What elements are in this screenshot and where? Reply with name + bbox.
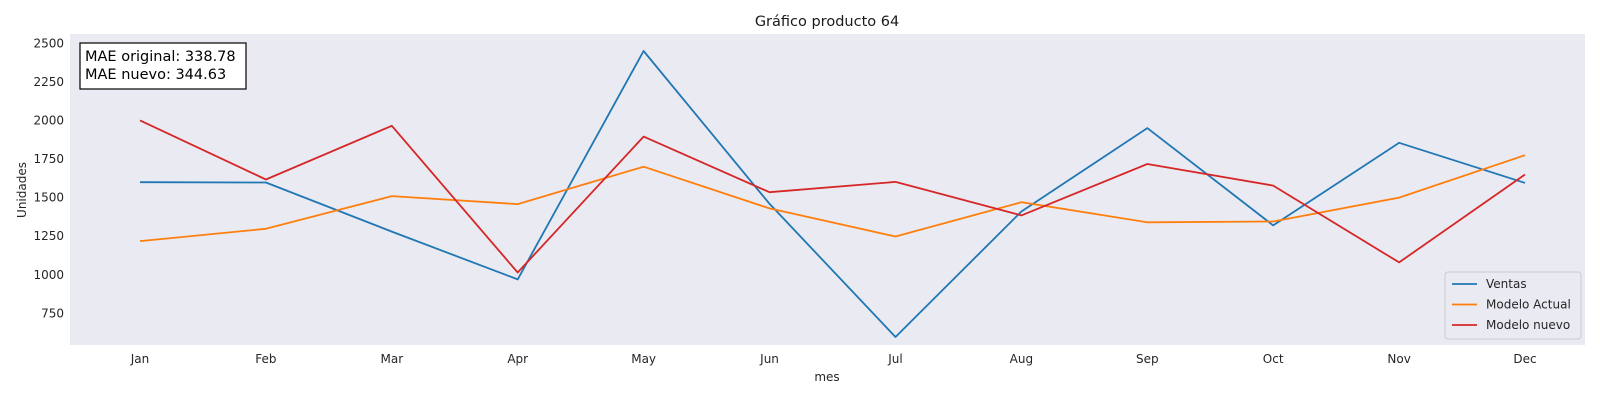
y-tick-label: 2500: [33, 36, 64, 50]
y-tick-label: 2000: [33, 113, 64, 127]
y-tick-label: 1000: [33, 268, 64, 282]
mae-annotation-box: [79, 42, 247, 90]
mae-annotation: MAE original: 338.78 MAE nuevo: 344.63: [79, 42, 247, 90]
y-tick-label: 2250: [33, 75, 64, 89]
legend-box: [1444, 271, 1582, 340]
series-line-2: [139, 119, 1526, 274]
x-tick-labels: Jan Feb Mar Apr May Jun Jul Aug Sep Oct Nov Dec: [130, 352, 1537, 366]
y-tick-label: 1750: [33, 152, 64, 166]
x-tick-label: Dec: [1513, 352, 1536, 366]
x-tick-label: Oct: [1263, 352, 1284, 366]
x-tick-label: Jan: [130, 352, 150, 366]
series-line-1: [139, 154, 1526, 242]
legend: Ventas Modelo Actual Modelo nuevo: [1444, 271, 1582, 340]
y-tick-labels: 750 1000 1250 1500 1750 2000 2250 2500: [33, 36, 64, 320]
legend-label-2: Modelo nuevo: [1486, 318, 1570, 332]
x-tick-label: Jun: [759, 352, 779, 366]
x-tick-label: Nov: [1387, 352, 1410, 366]
x-tick-label: Feb: [255, 352, 276, 366]
x-tick-label: Apr: [507, 352, 528, 366]
y-tick-label: 750: [41, 306, 64, 320]
x-tick-label: Aug: [1010, 352, 1033, 366]
y-axis-label: Unidades: [15, 162, 29, 218]
x-tick-label: Jul: [887, 352, 902, 366]
x-tick-label: Sep: [1136, 352, 1159, 366]
chart-title: Gráfico producto 64: [755, 14, 899, 30]
x-tick-label: Mar: [380, 352, 403, 366]
mae-nuevo-text: MAE nuevo: 344.63: [85, 67, 226, 83]
legend-label-1: Modelo Actual: [1486, 298, 1571, 312]
mae-original-text: MAE original: 338.78: [85, 49, 236, 65]
series-lines: [139, 50, 1526, 338]
plot-area: [70, 34, 1585, 345]
x-axis-label: mes: [814, 370, 839, 384]
y-tick-label: 1250: [33, 229, 64, 243]
x-tick-label: May: [631, 352, 656, 366]
series-line-0: [139, 50, 1526, 338]
legend-label-0: Ventas: [1486, 277, 1527, 291]
y-tick-label: 1500: [33, 191, 64, 205]
